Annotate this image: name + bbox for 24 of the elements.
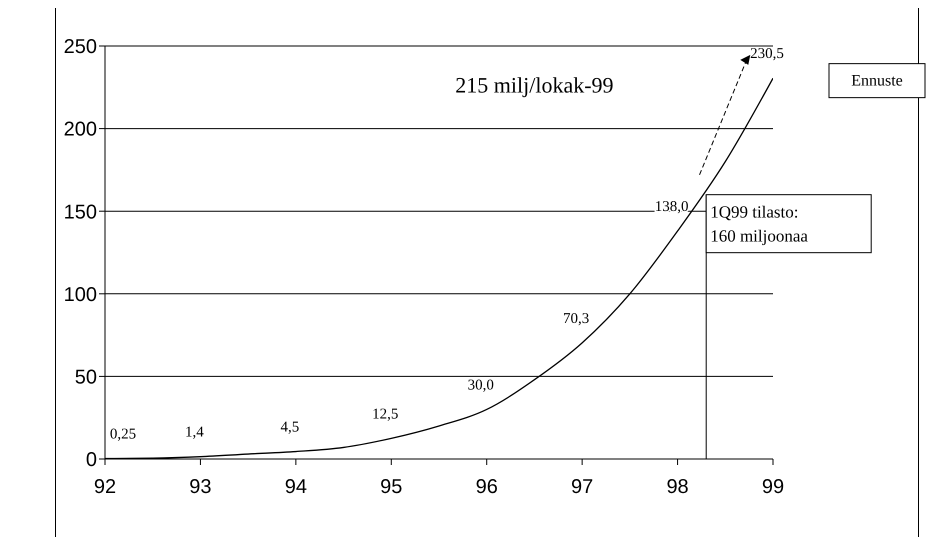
annotation: 215 milj/lokak-99 (455, 72, 614, 98)
data-label: 30,0 (468, 377, 494, 394)
data-label: 4,5 (280, 420, 300, 436)
x-tick-label: 96 (476, 476, 498, 498)
data-label: 1,4 (185, 424, 204, 441)
x-tick-label: 93 (189, 476, 212, 498)
y-tick-label: 200 (64, 118, 97, 141)
y-tick-label: 100 (64, 284, 97, 306)
data-label: 230,5 (750, 46, 784, 62)
x-tick-label: 95 (380, 476, 402, 498)
y-tick-label: 50 (74, 366, 97, 388)
data-label: 12,5 (372, 406, 398, 422)
x-tick-label: 98 (666, 476, 689, 498)
x-tick-label: 92 (94, 476, 116, 498)
annotation: 1Q99 tilasto: 160 miljoonaa (710, 202, 808, 246)
y-tick-label: 0 (86, 449, 97, 472)
x-tick-label: 99 (762, 476, 784, 498)
data-label: 70,3 (563, 310, 590, 327)
data-label: 0,25 (110, 426, 136, 443)
x-tick-label: 94 (284, 476, 307, 498)
y-tick-label: 250 (64, 36, 97, 58)
y-tick-label: 150 (64, 201, 97, 224)
text: Ennuste (851, 72, 903, 90)
x-tick-label: 97 (571, 476, 594, 498)
